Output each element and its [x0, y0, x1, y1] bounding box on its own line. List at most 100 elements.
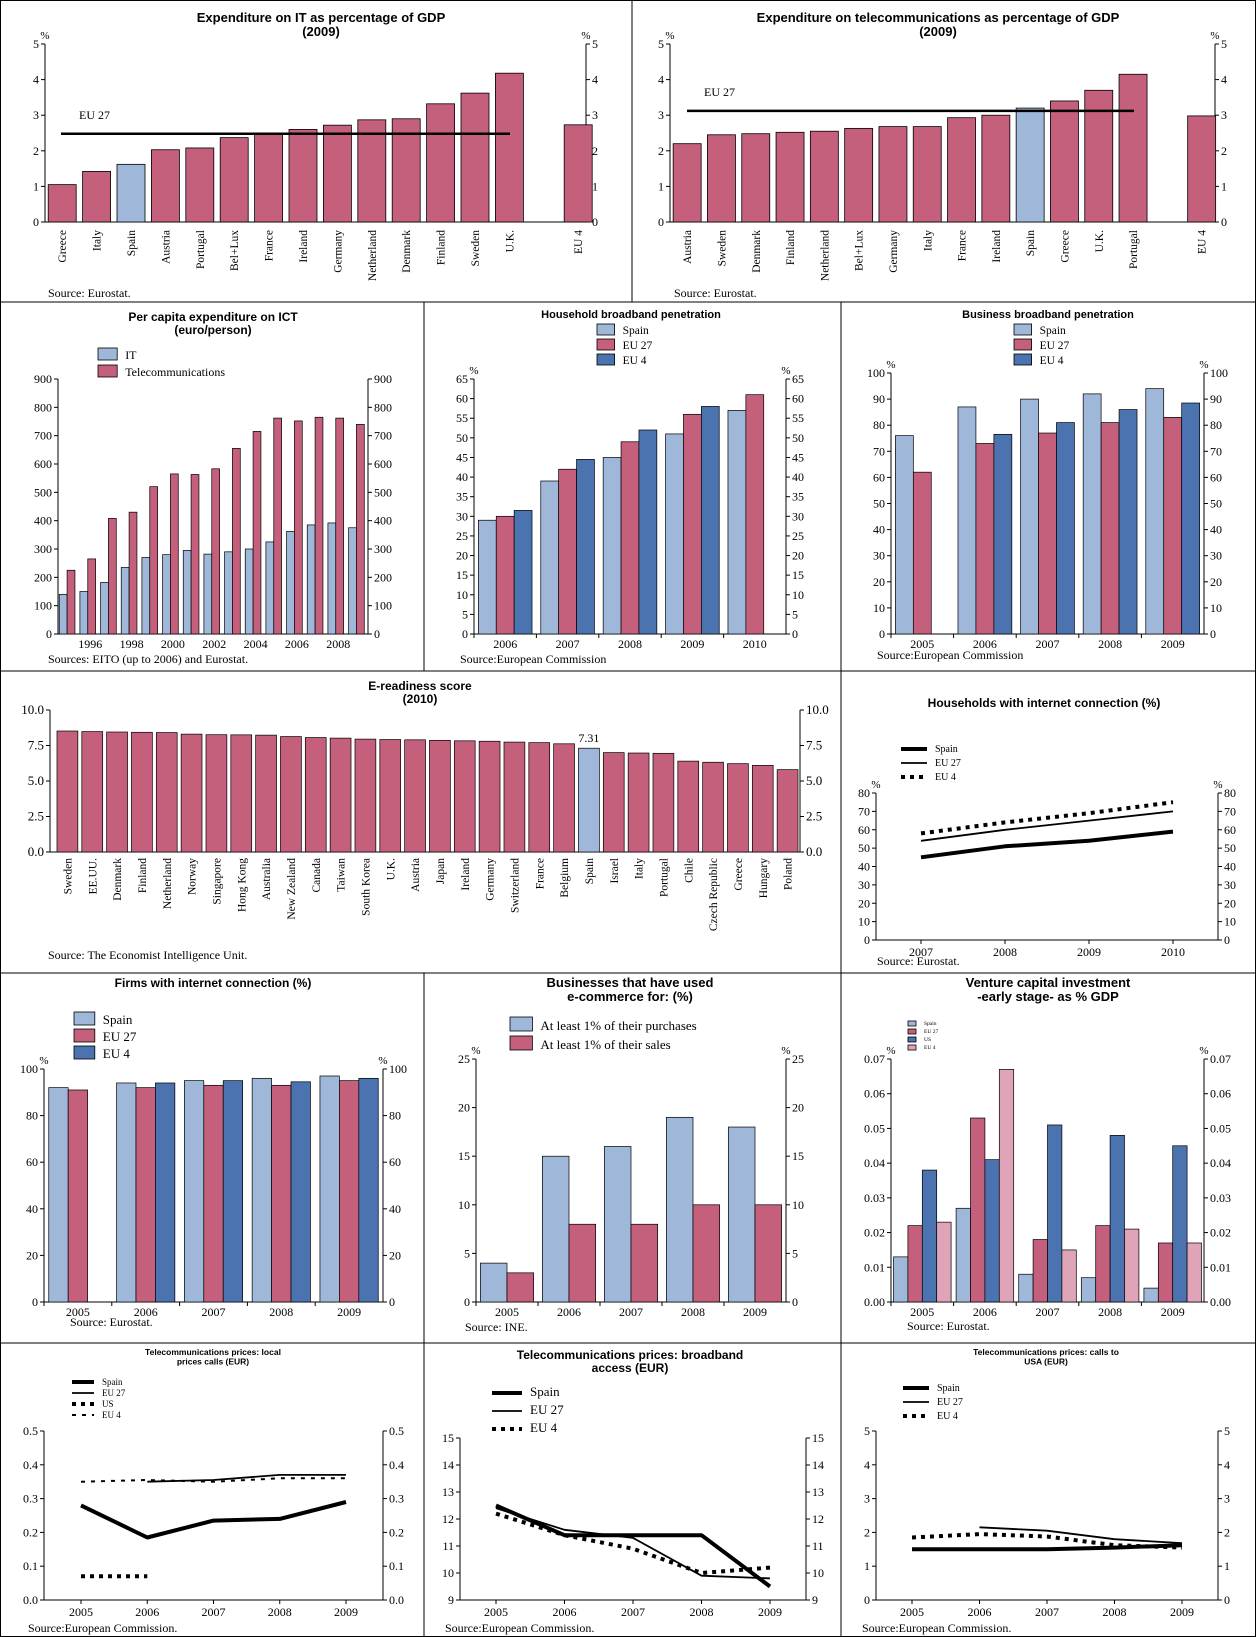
it_gdp-ytick-label-right: 5 [592, 37, 598, 51]
tel_gdp-category-label: Bel+Lux [854, 230, 866, 271]
tel_gdp-reference-label: EU 27 [704, 85, 735, 99]
ecommerce-ytick-label-left: 25 [458, 1052, 470, 1066]
hh_internet-ytick-label-left: 40 [858, 860, 870, 874]
venture-legend-label: EU 27 [924, 1029, 938, 1035]
tel_usa-ytick-label-right: 1 [1224, 1559, 1230, 1573]
biz_broadband-bar [1118, 409, 1138, 635]
biz_broadband-ytick-label-left: 80 [873, 418, 885, 432]
ereadiness-bar [205, 734, 228, 853]
it_gdp-category-label: Netherland [367, 230, 379, 281]
ecommerce-bar [727, 1126, 756, 1303]
it_gdp-bar [357, 119, 387, 223]
tel_gdp-unit-left: % [665, 30, 674, 42]
it_gdp-ytick-label-left: 3 [33, 108, 39, 122]
tel_usa-series-line [979, 1526, 1183, 1545]
hh_internet-ytick-label-right: 10 [1224, 915, 1236, 929]
firms_internet-xtick-label: 2008 [269, 1305, 293, 1319]
it_gdp-category-label: Portugal [195, 230, 207, 269]
tel_usa-ytick-label-right: 3 [1224, 1492, 1230, 1506]
ecommerce-ytick-label-left: 10 [458, 1198, 470, 1212]
hh_internet-title: Households with internet connection (%) [928, 696, 1161, 710]
ereadiness-bar [304, 737, 327, 853]
ereadiness-bar [602, 752, 625, 853]
hh_broadband-ytick-label-right: 60 [792, 392, 804, 406]
tel_usa-title: Telecommunications prices: calls to [973, 1347, 1119, 1357]
tel_broadband-ytick-label-right: 11 [812, 1539, 824, 1553]
ict_capita-bar [182, 550, 192, 635]
biz_broadband-xtick-label: 2006 [973, 637, 997, 651]
venture-legend-label: Spain [924, 1021, 937, 1027]
ict_capita-source: Sources: EITO (up to 2006) and Eurostat. [48, 652, 248, 666]
ereadiness-category-label: Norway [187, 858, 199, 895]
hh_broadband-bar [745, 394, 765, 635]
biz_broadband-legend-swatch [1013, 338, 1033, 351]
ict_capita-bar [244, 548, 254, 635]
tel_broadband-ytick-label-left: 10 [442, 1566, 454, 1580]
tel_gdp-category-label: Italy [922, 230, 934, 251]
tel_gdp-ytick-label-right: 1 [1221, 179, 1227, 193]
ereadiness-category-label: Sweden [62, 858, 74, 895]
hh_internet-ytick-label-left: 80 [858, 786, 870, 800]
hh_broadband-ytick-label-left: 0 [462, 627, 468, 641]
venture-ytick-label-right: 0.05 [1210, 1121, 1231, 1135]
tel_gdp-bar [809, 130, 839, 223]
tel_usa-xtick-label: 2008 [1103, 1605, 1127, 1619]
tel_broadband-ytick-label-left: 15 [442, 1431, 454, 1445]
it_gdp-ytick-label-right: 3 [592, 108, 598, 122]
venture-bar [1157, 1242, 1174, 1303]
hh_internet-series-line [920, 800, 1174, 836]
tel_broadband-xtick-label: 2007 [621, 1605, 645, 1619]
ecommerce-ytick-label-left: 5 [464, 1246, 470, 1260]
it_gdp-category-label: France [264, 230, 276, 261]
tel_gdp-ytick-label-left: 5 [658, 37, 664, 51]
tel_gdp-category-label: EU 4 [1197, 230, 1209, 254]
ecommerce-ytick-label-right: 25 [792, 1052, 804, 1066]
ict_capita-subtitle: (euro/person) [174, 323, 251, 337]
tel_broadband-ytick-label-right: 12 [812, 1512, 824, 1526]
biz_broadband-ytick-label-right: 40 [1210, 523, 1222, 537]
ict_capita-bar [265, 541, 275, 635]
tel_local-ytick-label-left: 0.2 [23, 1525, 38, 1539]
hh_internet-ytick-label-right: 70 [1224, 804, 1236, 818]
venture-ytick-label-left: 0.07 [864, 1052, 885, 1066]
ereadiness-category-label: Chile [683, 858, 695, 883]
biz_broadband-ytick-label-right: 30 [1210, 549, 1222, 563]
tel_usa-ytick-label-left: 2 [864, 1525, 870, 1539]
biz_broadband-ytick-label-right: 70 [1210, 444, 1222, 458]
ict_capita-bar [327, 522, 337, 635]
hh_broadband-ytick-label-left: 65 [456, 372, 468, 386]
tel_broadband-ytick-label-left: 14 [442, 1458, 454, 1472]
tel_gdp-bar [741, 133, 771, 223]
venture-bar [1032, 1239, 1048, 1303]
tel_gdp-category-label: Spain [1025, 230, 1037, 256]
venture-bar [921, 1169, 938, 1303]
tel_gdp-bar [1050, 100, 1079, 223]
ict_capita-ytick-label-left: 800 [34, 400, 52, 414]
ecommerce-bar [479, 1262, 508, 1303]
firms_internet-legend-swatch [73, 1028, 96, 1043]
hh_internet-ytick-label-left: 50 [858, 841, 870, 855]
biz_broadband-bar [1145, 388, 1165, 635]
firms_internet-xtick-label: 2006 [134, 1305, 158, 1319]
tel_gdp-ytick-label-left: 3 [658, 108, 664, 122]
biz_broadband-ytick-label-left: 50 [873, 497, 885, 511]
tel_local-source: Source:European Commission. [28, 1621, 177, 1635]
ict_capita-bar [314, 416, 324, 635]
ict_capita-bar [190, 474, 200, 635]
venture-ytick-label-right: 0.04 [1210, 1156, 1231, 1170]
ict_capita-bar [348, 527, 357, 635]
it_gdp-ytick-label-right: 2 [592, 144, 598, 158]
venture-ytick-label-left: 0.01 [864, 1260, 885, 1274]
ecommerce-legend-swatch [509, 1035, 533, 1051]
biz_broadband-ytick-label-left: 100 [867, 366, 885, 380]
ereadiness-annotation: 7.31 [578, 731, 599, 745]
venture-source: Source: Eurostat. [907, 1319, 990, 1333]
hh_internet-ytick-label-right: 50 [1224, 841, 1236, 855]
biz_broadband-bar [957, 406, 977, 635]
ict_capita-legend-label: IT [125, 348, 137, 362]
ict_capita-bar [286, 531, 295, 635]
tel_usa-series-line [911, 1532, 1183, 1550]
tel_local-ytick-label-left: 0.3 [23, 1492, 38, 1506]
hh_broadband-ytick-label-right: 55 [792, 411, 804, 425]
